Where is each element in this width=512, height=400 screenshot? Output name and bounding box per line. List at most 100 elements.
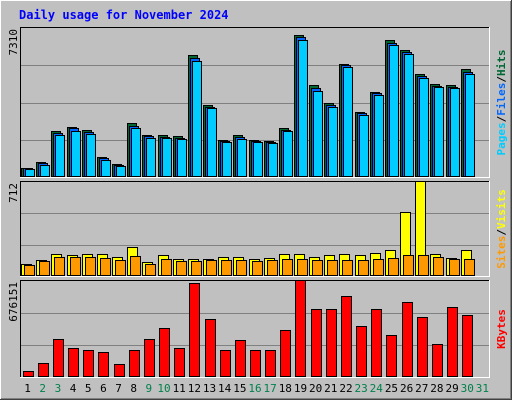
day-label: 3 <box>55 382 62 395</box>
bar-sites <box>221 260 232 276</box>
bar-pages <box>283 131 293 177</box>
bar-pages <box>374 95 384 177</box>
day-label: 17 <box>264 382 277 395</box>
bar-kbytes <box>265 350 276 377</box>
day-label: 19 <box>294 382 307 395</box>
bar-kbytes <box>205 319 216 377</box>
bar-sites <box>85 257 96 276</box>
bar-sites <box>358 260 369 276</box>
chart-panels: 7310Pages/Files/Hits712Sites/Visits67615… <box>7 27 508 378</box>
bar-kbytes <box>295 280 306 377</box>
bar-kbytes <box>159 328 170 377</box>
day-label: 1 <box>24 382 31 395</box>
day-label: 8 <box>130 382 137 395</box>
bar-sites <box>282 259 293 276</box>
bar-sites <box>54 257 65 276</box>
bar-kbytes <box>462 315 473 377</box>
bar-sites <box>100 258 111 276</box>
bar-pages <box>465 74 475 177</box>
bar-kbytes <box>68 348 79 377</box>
bar-kbytes <box>23 371 34 377</box>
day-label: 18 <box>279 382 292 395</box>
bar-pages <box>55 135 65 177</box>
day-label: 30 <box>461 382 474 395</box>
bar-sites <box>418 255 429 276</box>
day-label: 28 <box>430 382 443 395</box>
legend-part: Hits <box>495 50 508 77</box>
day-label: 2 <box>39 382 46 395</box>
bar-kbytes <box>311 309 322 377</box>
bar-pages <box>419 78 429 177</box>
bar-sites <box>24 265 35 276</box>
bar-sites <box>373 259 384 276</box>
bar-pages <box>40 165 50 177</box>
bar-kbytes <box>235 340 246 377</box>
bar-sites <box>342 260 353 276</box>
bar-kbytes <box>114 364 125 377</box>
legend-part: / <box>495 229 508 236</box>
day-label: 13 <box>203 382 216 395</box>
bar-pages <box>71 131 81 177</box>
bar-pages <box>450 88 460 177</box>
legend-part: / <box>495 115 508 122</box>
bar-pages <box>313 91 323 177</box>
bar-sites <box>206 260 217 276</box>
bar-sites <box>191 261 202 276</box>
day-label: 11 <box>173 382 186 395</box>
bar-kbytes <box>356 326 367 377</box>
bar-sites <box>161 259 172 276</box>
bar-pages <box>116 166 126 177</box>
bar-pages <box>207 108 217 177</box>
bar-kbytes <box>53 339 64 377</box>
bar-sites <box>70 257 81 276</box>
bar-sites <box>433 257 444 276</box>
bar-pages <box>86 134 96 177</box>
bar-pages <box>389 45 399 177</box>
bar-kbytes <box>417 317 428 377</box>
legend-part: KBytes <box>495 309 508 349</box>
day-label: 15 <box>233 382 246 395</box>
bar-sites <box>176 261 187 276</box>
bar-kbytes <box>280 330 291 377</box>
day-label: 10 <box>157 382 170 395</box>
bar-kbytes <box>189 283 200 377</box>
bar-sites <box>297 259 308 276</box>
bar-kbytes <box>402 302 413 377</box>
bar-kbytes <box>83 350 94 377</box>
legend-part: Pages <box>495 122 508 155</box>
legend-part: / <box>495 76 508 83</box>
chart-title: Daily usage for November 2024 <box>19 8 229 22</box>
bar-sites <box>327 260 338 276</box>
bar-sites <box>145 264 156 276</box>
y-max-label: 7310 <box>7 29 20 56</box>
y-max-label: 712 <box>7 183 20 203</box>
legend-label: Sites/Visits <box>495 189 508 269</box>
day-label: 25 <box>385 382 398 395</box>
bar-sites <box>39 261 50 276</box>
bar-kbytes <box>371 309 382 377</box>
day-label: 9 <box>146 382 153 395</box>
bar-kbytes <box>38 363 49 377</box>
bar-pages <box>404 54 414 177</box>
bar-kbytes <box>250 350 261 377</box>
bar-sites <box>312 260 323 276</box>
bar-sites <box>464 259 475 276</box>
day-label: 16 <box>248 382 261 395</box>
bar-sites <box>115 260 126 276</box>
bar-pages <box>222 142 232 177</box>
bar-pages <box>253 142 263 177</box>
day-label: 4 <box>70 382 77 395</box>
bar-pages <box>237 139 247 177</box>
day-label: 27 <box>415 382 428 395</box>
bar-sites <box>130 256 141 276</box>
bar-kbytes <box>129 350 140 377</box>
day-label: 31 <box>476 382 489 395</box>
y-max-label: 676151 <box>7 282 20 322</box>
bar-pages <box>177 139 187 177</box>
bar-kbytes <box>220 350 231 377</box>
bar-kbytes <box>447 307 458 377</box>
day-label: 5 <box>85 382 92 395</box>
bar-kbytes <box>174 348 185 377</box>
